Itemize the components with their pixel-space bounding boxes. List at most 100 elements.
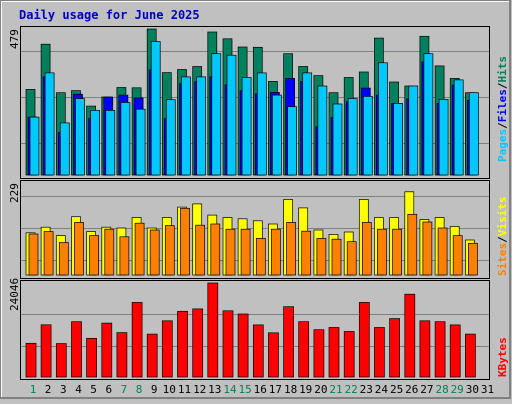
x-tick-label: 28 [435,383,448,396]
bar-kbytes-day-1 [25,342,37,378]
bar-sites-day-15 [240,228,251,276]
bar-pages-day-15 [241,77,252,176]
bar-pages-day-17 [272,94,282,176]
legend-visits: Visits [496,197,509,237]
bar-sites-day-30 [468,242,478,276]
legend-bottom: KBytes [496,337,509,377]
bar-sites-day-26 [407,213,418,276]
x-tick-label: 9 [151,383,158,396]
bar-sites-day-11 [180,207,190,276]
bar-pages-day-14 [226,54,237,176]
bar-sites-day-27 [422,221,433,276]
bar-pages-day-8 [135,108,146,176]
bar-sites-day-20 [316,238,327,276]
bar-sites-day-21 [331,238,342,276]
bar-sites-day-23 [361,222,372,276]
x-tick-label: 10 [163,383,176,396]
x-tick-label: 2 [45,383,52,396]
bar-sites-day-7 [119,236,130,276]
bar-kbytes-day-23 [358,302,370,378]
x-tick-label: 19 [299,383,312,396]
x-tick-label: 17 [269,383,282,396]
bar-kbytes-day-14 [222,310,234,378]
bar-pages-day-4 [75,98,85,176]
bar-kbytes-day-3 [55,343,67,378]
bar-kbytes-day-19 [298,321,310,378]
bar-kbytes-day-25 [389,318,400,378]
bar-sites-day-9 [149,229,160,276]
bar-kbytes-day-4 [71,321,82,378]
x-tick-label: 25 [390,383,403,396]
x-tick-label: 30 [466,383,479,396]
bar-kbytes-day-7 [116,332,128,378]
bar-pages-day-16 [256,72,267,176]
bar-sites-day-24 [377,228,387,276]
x-tick-label: 3 [60,383,67,396]
x-tick-label: 16 [254,383,267,396]
legend-middle: Sites/Visits [496,197,509,277]
bar-pages-day-28 [438,99,449,176]
bar-kbytes-day-9 [146,333,158,378]
bar-kbytes-day-8 [131,302,143,378]
bar-sites-day-19 [301,230,312,276]
x-tick-label: 24 [375,383,389,396]
bar-kbytes-day-18 [283,306,294,378]
x-tick-label: 31 [481,383,494,396]
bar-kbytes-day-16 [252,324,264,378]
bar-kbytes-day-11 [177,310,188,378]
bar-pages-day-18 [287,106,297,176]
bar-pages-day-1 [29,116,40,176]
legend-kbytes: KBytes [496,337,509,377]
bar-pages-day-9 [150,41,161,176]
x-tick-label: 27 [420,383,433,396]
legend-sep-2: / [496,82,509,89]
bar-pages-day-12 [196,76,207,176]
x-tick-label: 18 [284,383,297,396]
bar-sites-day-22 [346,241,357,276]
bar-sites-day-8 [134,222,145,276]
hits-y-max-label: 479 [8,29,21,49]
legend-sep-1: / [496,122,509,129]
x-tick-label: 14 [223,383,237,396]
bar-marks [25,28,479,378]
bar-sites-day-1 [28,233,39,276]
bar-pages-day-10 [165,99,176,176]
bar-pages-day-25 [393,103,403,176]
x-tick-label: 15 [238,383,251,396]
x-tick-label: 12 [193,383,206,396]
bar-pages-day-21 [332,103,343,176]
bar-sites-day-2 [43,231,54,276]
x-axis-labels: 1 2 3 4 5 6 7 8 9 10 11 12 13 14 15 16 17 18 19 20 21 22 23 24 2… [30,383,494,396]
bar-kbytes-day-12 [192,308,204,378]
bar-pages-day-3 [59,122,70,176]
bar-pages-day-24 [378,62,388,176]
bar-sites-day-14 [225,228,236,276]
bar-pages-day-22 [347,98,358,176]
bar-sites-day-5 [89,235,99,276]
x-tick-label: 4 [75,383,82,396]
bar-kbytes-day-27 [419,320,431,378]
bar-sites-day-18 [286,222,296,276]
x-tick-label: 20 [314,383,327,396]
legend-sep-3: / [496,236,509,243]
bar-kbytes-day-21 [328,327,340,378]
bar-pages-day-11 [181,76,191,176]
x-tick-label: 29 [451,383,464,396]
bar-pages-day-7 [120,102,131,176]
bar-kbytes-day-26 [404,293,416,378]
chart-title: Daily usage for June 2025 [19,8,200,22]
bar-kbytes-day-5 [86,337,97,378]
bar-sites-day-17 [271,228,281,276]
visits-y-max-label: 229 [8,183,21,203]
bar-pages-day-29 [453,79,464,176]
legend-hits: Hits [496,56,509,83]
x-tick-label: 22 [345,383,358,396]
bar-sites-day-25 [392,228,402,276]
kbytes-y-max-label: 24046 [8,278,21,311]
bar-kbytes-day-6 [101,322,113,378]
x-tick-label: 5 [90,383,97,396]
x-tick-label: 11 [178,383,191,396]
x-tick-label: 26 [405,383,418,396]
x-tick-label: 21 [329,383,342,396]
